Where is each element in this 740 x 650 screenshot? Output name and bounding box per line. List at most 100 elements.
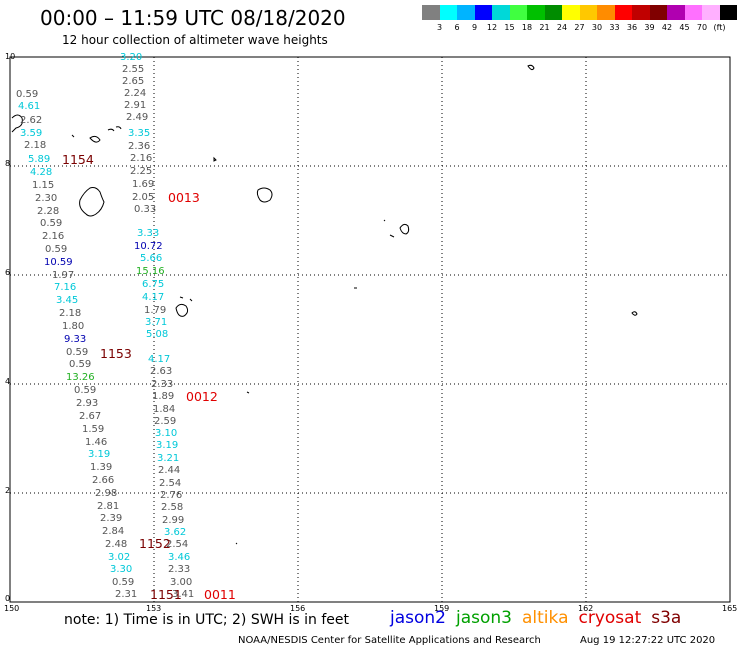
wave-value: 4.61 — [18, 101, 41, 112]
wave-value: 6.75 — [142, 279, 165, 290]
pass-label: 1154 — [62, 152, 94, 167]
colorbar-label: 18 — [521, 23, 533, 32]
wave-value: 3.21 — [157, 453, 180, 464]
wave-value: 2.49 — [126, 112, 149, 123]
wave-value: 4.28 — [30, 167, 53, 178]
island-shape — [399, 223, 410, 235]
pass-label: 1152 — [139, 536, 171, 551]
colorbar-label: 3 — [436, 23, 443, 32]
colorbar-swatch — [474, 5, 492, 20]
wave-value: 2.55 — [122, 64, 145, 75]
wave-value: 1.79 — [144, 305, 167, 316]
colorbar-label: 45 — [679, 23, 690, 32]
colorbar-swatch — [719, 5, 737, 20]
wave-value: 2.31 — [115, 589, 138, 600]
legend-altika: altika — [522, 608, 569, 628]
x-tick: 162 — [578, 604, 594, 613]
wave-value: 2.16 — [42, 231, 65, 242]
island-shape — [527, 64, 535, 71]
wave-value: 2.67 — [79, 411, 102, 422]
colorbar-swatch — [632, 5, 650, 20]
wave-value: 2.58 — [161, 502, 184, 513]
legend-s3a: s3a — [651, 608, 682, 628]
colorbar-swatch — [702, 5, 720, 20]
wave-value: 2.39 — [100, 513, 123, 524]
map-subtitle: 12 hour collection of altimeter wave hei… — [62, 33, 328, 47]
colorbar-label: 42 — [661, 23, 673, 32]
colorbar-swatch — [684, 5, 702, 20]
island-shape — [107, 126, 122, 132]
wave-value: 10.72 — [134, 241, 163, 252]
wave-value: 2.63 — [150, 366, 173, 377]
island-shape — [246, 391, 250, 394]
wave-value: 15.16 — [136, 266, 165, 277]
wave-value: 3.02 — [108, 552, 131, 563]
wave-value: 5.66 — [140, 253, 163, 264]
colorbar-swatch — [492, 5, 510, 20]
colorbar-label: 27 — [574, 23, 585, 32]
y-tick: 8 — [5, 159, 11, 168]
island-shape — [175, 303, 189, 317]
wave-height-colorbar — [422, 5, 737, 20]
wave-value: 3.00 — [170, 577, 193, 588]
wave-value: 2.25 — [130, 166, 153, 177]
island-shape — [383, 219, 386, 222]
wave-value: 0.59 — [45, 244, 68, 255]
wave-value: 3.62 — [164, 527, 187, 538]
y-tick: 4 — [5, 377, 11, 386]
colorbar-label: (ft) — [713, 23, 726, 32]
island-shape — [179, 296, 193, 302]
wave-value: 5.89 — [28, 154, 51, 165]
wave-value: 3.41 — [172, 589, 195, 600]
wave-value: 2.59 — [154, 416, 177, 427]
wave-value: 2.36 — [128, 141, 151, 152]
wave-value: 1.69 — [132, 179, 155, 190]
wave-value: 3.45 — [56, 295, 79, 306]
wave-value: 1.46 — [85, 437, 108, 448]
wave-value: 1.39 — [90, 462, 113, 473]
pass-label: 0013 — [168, 190, 200, 205]
y-tick: 6 — [5, 268, 11, 277]
colorbar-swatch — [597, 5, 615, 20]
colorbar-label: 24 — [556, 23, 568, 32]
colorbar-label: 21 — [539, 23, 550, 32]
wave-value: 0.33 — [134, 204, 157, 215]
wave-value: 2.98 — [95, 488, 118, 499]
pass-label: 0012 — [186, 389, 218, 404]
colorbar-swatch — [649, 5, 667, 20]
wave-value: 5.08 — [146, 329, 169, 340]
colorbar-swatch — [439, 5, 457, 20]
wave-value: 0.59 — [69, 359, 92, 370]
wave-value: 4.17 — [142, 292, 165, 303]
legend-cryosat: cryosat — [578, 608, 642, 628]
colorbar-swatch — [544, 5, 562, 20]
wave-value: 2.54 — [166, 539, 189, 550]
pass-label: 1153 — [100, 346, 132, 361]
island-shape — [631, 311, 638, 316]
generation-timestamp: Aug 19 12:27:22 UTC 2020 — [580, 635, 716, 646]
colorbar-swatch — [422, 5, 440, 20]
island-shape — [71, 134, 75, 138]
island-shape — [389, 234, 395, 238]
wave-value: 2.76 — [160, 490, 183, 501]
island-shape — [89, 135, 101, 143]
island-shape — [11, 114, 23, 133]
wave-value: 2.18 — [24, 140, 47, 151]
wave-value: 2.30 — [35, 193, 58, 204]
colorbar-label: 30 — [591, 23, 603, 32]
gridlines — [10, 57, 730, 602]
wave-value: 2.66 — [92, 475, 115, 486]
wave-value: 1.89 — [152, 391, 175, 402]
wave-value: 2.91 — [124, 100, 147, 111]
wave-value: 0.59 — [66, 347, 89, 358]
wave-value: 2.93 — [76, 398, 99, 409]
pass-label: 1151 — [150, 587, 182, 602]
colorbar-swatch — [527, 5, 545, 20]
colorbar-swatch — [667, 5, 685, 20]
wave-value: 2.65 — [122, 76, 145, 87]
x-tick: 153 — [146, 604, 162, 613]
wave-value: 3.19 — [88, 449, 111, 460]
wave-value: 13.26 — [66, 372, 95, 383]
colorbar-swatch — [614, 5, 632, 20]
